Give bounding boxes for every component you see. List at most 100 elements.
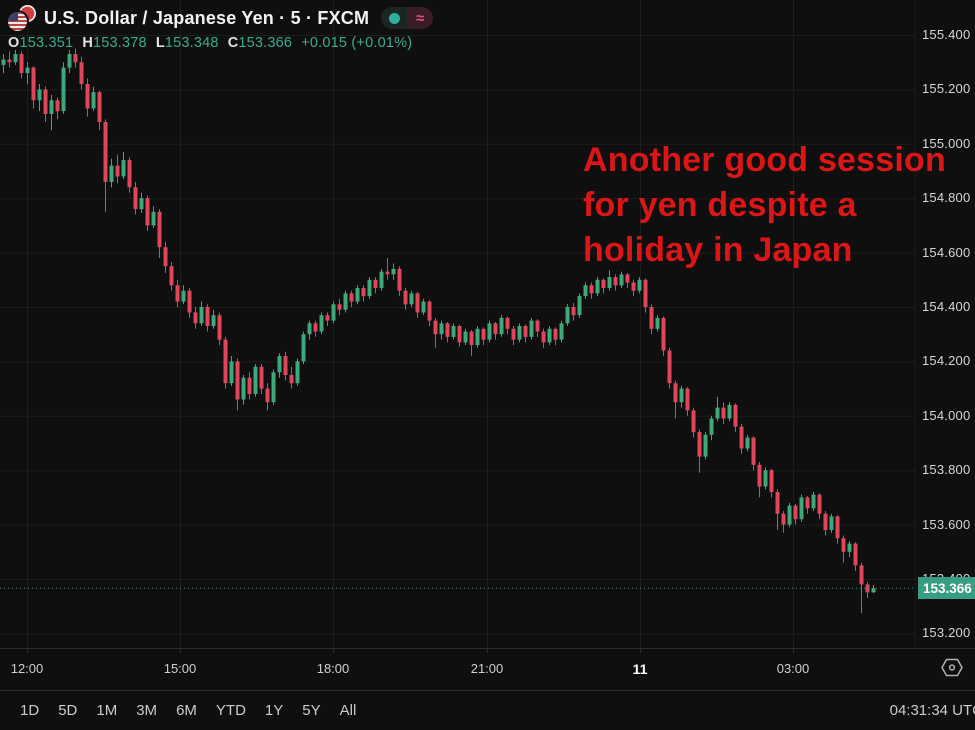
price-axis-label: 154.800 — [922, 190, 971, 206]
candle — [217, 315, 222, 340]
candle — [397, 268, 402, 291]
market-open-dot-icon — [388, 12, 400, 24]
candle — [1, 59, 6, 65]
candle — [253, 366, 258, 394]
candle — [799, 497, 804, 520]
chart-region[interactable]: Another good session for yen despite a h… — [0, 0, 975, 648]
candle — [103, 122, 108, 182]
candle — [271, 372, 276, 403]
price-axis-label: 155.000 — [922, 135, 971, 151]
time-axis-tick — [27, 649, 28, 653]
candle — [571, 307, 576, 316]
candle — [451, 326, 456, 337]
candle — [469, 331, 474, 346]
candle — [829, 516, 834, 530]
candle — [247, 377, 252, 394]
market-open-status[interactable] — [381, 7, 408, 29]
time-axis-label: 03:00 — [776, 661, 810, 676]
open-label: O — [8, 35, 20, 51]
range-1m-button[interactable]: 1M — [96, 702, 118, 719]
range-3m-button[interactable]: 3M — [136, 702, 158, 719]
candle — [619, 274, 624, 286]
candle — [109, 165, 114, 182]
candle — [337, 304, 342, 310]
range-6m-button[interactable]: 6M — [176, 702, 197, 719]
price-axis-label: 153.200 — [922, 625, 971, 641]
candle — [529, 320, 534, 337]
candle — [871, 588, 876, 593]
candle — [673, 383, 678, 403]
time-axis-label: 12:00 — [10, 661, 44, 676]
scale-settings-gear-icon[interactable] — [941, 658, 963, 677]
candle — [199, 307, 204, 324]
currency-pair-flags-icon — [8, 5, 36, 31]
last-price-badge: 153.366 — [918, 577, 975, 600]
candle — [805, 497, 810, 509]
candle — [181, 290, 186, 302]
candle — [79, 62, 84, 84]
candle — [517, 326, 522, 340]
bottom-toolbar: 1D 5D 1M 3M 6M YTD 1Y 5Y All 04:31:34 UT… — [0, 690, 975, 730]
candle — [541, 331, 546, 343]
candle — [535, 320, 540, 332]
range-1d-button[interactable]: 1D — [20, 702, 40, 719]
candle — [241, 377, 246, 400]
candle — [817, 494, 822, 514]
candle — [61, 67, 66, 112]
candle — [631, 282, 636, 291]
candle — [745, 437, 750, 449]
candle — [625, 274, 630, 283]
candle — [487, 323, 492, 340]
candle — [193, 312, 198, 324]
candle — [67, 54, 72, 68]
range-1y-button[interactable]: 1Y — [264, 702, 284, 719]
candle — [391, 268, 396, 275]
candle — [349, 293, 354, 302]
candle — [325, 315, 330, 321]
candle — [565, 307, 570, 324]
candle — [229, 361, 234, 384]
candle — [697, 432, 702, 457]
date-range-switcher: 1D 5D 1M 3M 6M YTD 1Y 5Y All — [20, 702, 375, 719]
time-axis-label: 11 — [632, 661, 648, 677]
candle — [115, 165, 120, 177]
candle — [259, 366, 264, 389]
candle — [355, 288, 360, 302]
candle — [853, 543, 858, 566]
candle — [781, 513, 786, 525]
market-status-pill[interactable]: ≈ — [381, 7, 434, 29]
chart-legend: U.S. Dollar / Japanese Yen · 5 · FXCM ≈ … — [8, 5, 434, 51]
timezone-clock[interactable]: 04:31:34 UTC — [889, 702, 975, 719]
candle — [691, 410, 696, 433]
candle — [613, 277, 618, 286]
symbol-title[interactable]: U.S. Dollar / Japanese Yen · 5 · FXCM — [44, 7, 370, 28]
open-value: 153.351 — [19, 35, 74, 51]
price-axis[interactable]: 155.400 155.200 155.000 154.800 154.600 154.4… — [915, 0, 975, 648]
range-ytd-button[interactable]: YTD — [215, 702, 246, 719]
candle — [601, 279, 606, 288]
candle — [703, 434, 708, 457]
candle — [205, 307, 210, 326]
range-all-button[interactable]: All — [339, 702, 357, 719]
range-5y-button[interactable]: 5Y — [302, 702, 321, 719]
candle — [319, 315, 324, 332]
candle — [685, 388, 690, 411]
candlestick-canvas[interactable] — [0, 0, 915, 648]
price-axis-label: 154.600 — [922, 244, 971, 260]
time-axis[interactable]: 12:00 15:00 18:00 21:00 11 03:00 — [0, 648, 975, 690]
close-label: C — [227, 35, 239, 51]
candle — [643, 279, 648, 307]
candle — [385, 271, 390, 275]
candle — [595, 279, 600, 294]
delayed-data-segment[interactable]: ≈ — [407, 7, 434, 29]
candle — [289, 375, 294, 384]
range-5d-button[interactable]: 5D — [58, 702, 78, 719]
candle — [49, 100, 54, 114]
candle — [121, 160, 126, 177]
candle — [553, 328, 558, 340]
candle — [607, 277, 612, 288]
candle — [55, 100, 60, 112]
candle — [211, 315, 216, 327]
candle — [835, 516, 840, 539]
candle — [475, 328, 480, 346]
